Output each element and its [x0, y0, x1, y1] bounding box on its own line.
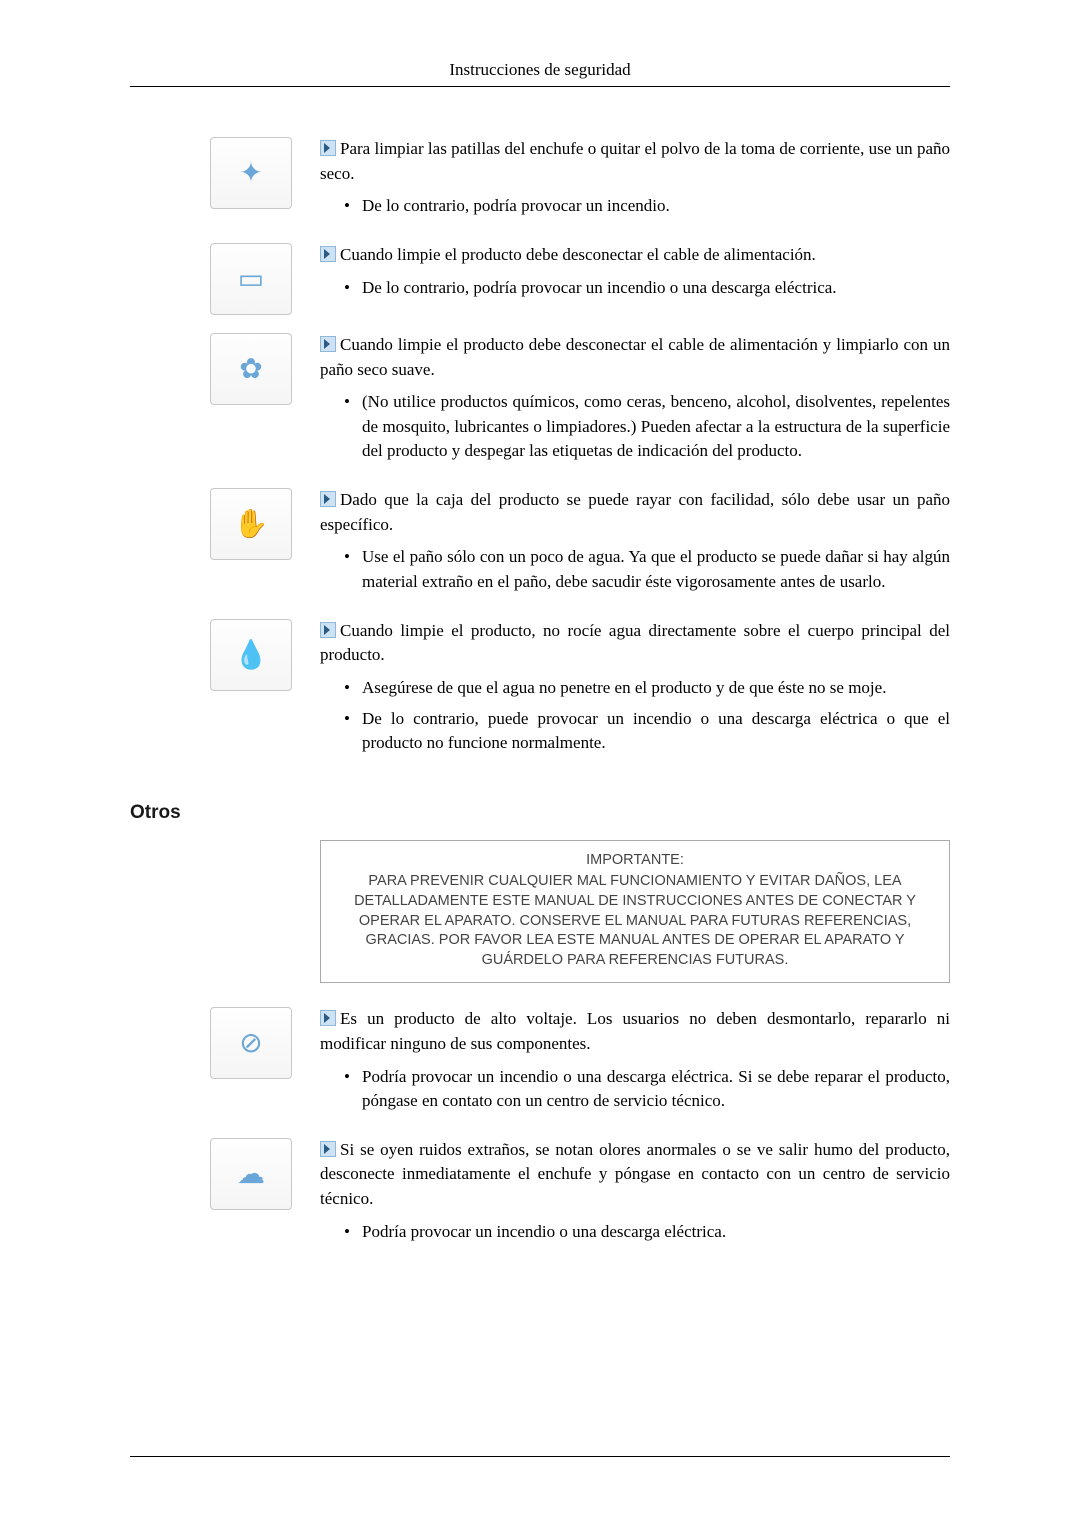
lead-text: Para limpiar las patillas del enchufe o …: [320, 137, 950, 186]
arrow-icon: [320, 1010, 336, 1026]
illustration-icon: 💧: [210, 619, 292, 691]
lead-span: Cuando limpie el producto debe desconect…: [320, 335, 950, 379]
arrow-icon: [320, 491, 336, 507]
bullet-list: De lo contrario, podría provocar un ince…: [320, 194, 950, 219]
bullet-list: (No utilice productos químicos, como cer…: [320, 390, 950, 464]
instruction-item: ☁ Si se oyen ruidos extraños, se notan o…: [210, 1138, 950, 1251]
section-title: Otros: [130, 802, 950, 824]
lead-span: Cuando limpie el producto, no rocíe agua…: [320, 621, 950, 665]
text-col: Es un producto de alto voltaje. Los usua…: [320, 1007, 950, 1120]
important-title: IMPORTANTE:: [339, 851, 931, 871]
content: ✦ Para limpiar las patillas del enchufe …: [130, 137, 950, 1250]
arrow-icon: [320, 140, 336, 156]
page-title: Instrucciones de seguridad: [449, 60, 630, 79]
illustration-icon: ✿: [210, 333, 292, 405]
lead-text: Es un producto de alto voltaje. Los usua…: [320, 1007, 950, 1056]
icon-col: ✿: [210, 333, 320, 405]
illustration-icon: ✦: [210, 137, 292, 209]
instruction-item: ✿ Cuando limpie el producto debe descone…: [210, 333, 950, 470]
lead-span: Dado que la caja del producto se puede r…: [320, 490, 950, 534]
footer-rule: [130, 1456, 950, 1457]
important-box: IMPORTANTE: PARA PREVENIR CUALQUIER MAL …: [320, 840, 950, 983]
illustration-icon: ✋: [210, 488, 292, 560]
arrow-icon: [320, 622, 336, 638]
bullet-list: Use el paño sólo con un poco de agua. Ya…: [320, 545, 950, 594]
instruction-item: 💧 Cuando limpie el producto, no rocíe ag…: [210, 619, 950, 762]
instruction-item: ✋ Dado que la caja del producto se puede…: [210, 488, 950, 601]
page-header: Instrucciones de seguridad: [130, 60, 950, 87]
illustration-icon: ⊘: [210, 1007, 292, 1079]
icon-col: ✦: [210, 137, 320, 209]
icon-col: ⊘: [210, 1007, 320, 1079]
bullet-list: De lo contrario, podría provocar un ince…: [320, 276, 950, 301]
bullet-item: De lo contrario, podría provocar un ince…: [344, 276, 950, 301]
arrow-icon: [320, 1141, 336, 1157]
page: Instrucciones de seguridad ✦ Para limpia…: [0, 0, 1080, 1527]
lead-span: Es un producto de alto voltaje. Los usua…: [320, 1009, 950, 1053]
text-col: Para limpiar las patillas del enchufe o …: [320, 137, 950, 225]
lead-span: Si se oyen ruidos extraños, se notan olo…: [320, 1140, 950, 1208]
icon-col: 💧: [210, 619, 320, 691]
bullet-list: Asegúrese de que el agua no penetre en e…: [320, 676, 950, 756]
bullet-item: (No utilice productos químicos, como cer…: [344, 390, 950, 464]
arrow-icon: [320, 336, 336, 352]
instruction-item: ⊘ Es un producto de alto voltaje. Los us…: [210, 1007, 950, 1120]
instruction-item: ▭ Cuando limpie el producto debe descone…: [210, 243, 950, 315]
lead-span: Cuando limpie el producto debe desconect…: [340, 245, 816, 264]
illustration-icon: ☁: [210, 1138, 292, 1210]
illustration-icon: ▭: [210, 243, 292, 315]
bullet-item: Use el paño sólo con un poco de agua. Ya…: [344, 545, 950, 594]
lead-text: Dado que la caja del producto se puede r…: [320, 488, 950, 537]
text-col: Cuando limpie el producto, no rocíe agua…: [320, 619, 950, 762]
bullet-item: De lo contrario, podría provocar un ince…: [344, 194, 950, 219]
text-col: Dado que la caja del producto se puede r…: [320, 488, 950, 601]
text-col: Cuando limpie el producto debe desconect…: [320, 333, 950, 470]
text-col: Si se oyen ruidos extraños, se notan olo…: [320, 1138, 950, 1251]
bullet-item: Podría provocar un incendio o una descar…: [344, 1220, 950, 1245]
lead-text: Cuando limpie el producto debe desconect…: [320, 333, 950, 382]
bullet-item: Podría provocar un incendio o una descar…: [344, 1065, 950, 1114]
text-col: Cuando limpie el producto debe desconect…: [320, 243, 950, 306]
lead-text: Cuando limpie el producto debe desconect…: [320, 243, 950, 268]
important-body: PARA PREVENIR CUALQUIER MAL FUNCIONAMIEN…: [354, 873, 916, 967]
icon-col: ✋: [210, 488, 320, 560]
lead-text: Si se oyen ruidos extraños, se notan olo…: [320, 1138, 950, 1212]
bullet-list: Podría provocar un incendio o una descar…: [320, 1065, 950, 1114]
instruction-item: ✦ Para limpiar las patillas del enchufe …: [210, 137, 950, 225]
bullet-item: Asegúrese de que el agua no penetre en e…: [344, 676, 950, 701]
bullet-list: Podría provocar un incendio o una descar…: [320, 1220, 950, 1245]
icon-col: ☁: [210, 1138, 320, 1210]
arrow-icon: [320, 246, 336, 262]
icon-col: ▭: [210, 243, 320, 315]
lead-span: Para limpiar las patillas del enchufe o …: [320, 139, 950, 183]
bullet-item: De lo contrario, puede provocar un incen…: [344, 707, 950, 756]
lead-text: Cuando limpie el producto, no rocíe agua…: [320, 619, 950, 668]
